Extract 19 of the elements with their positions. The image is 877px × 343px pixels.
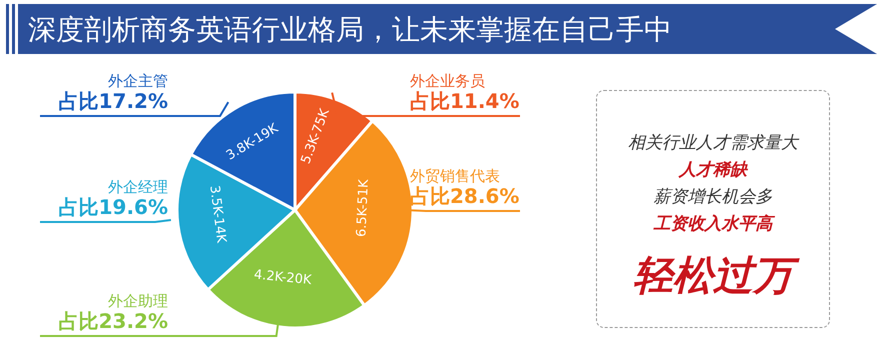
text: 薪资增长机会多 [652,186,774,209]
slice-label: 外贸销售代表 [410,166,500,185]
text: 工资收入水平高 [652,213,776,236]
text: 6.5K-51K [354,179,372,238]
chart-title: 深度剖析商务英语行业格局，让未来掌握在自己手中 [28,12,672,48]
text: 4.2K-20K [253,267,312,288]
text: 轻松过万 [632,252,801,301]
slice-label: 外企主管 [108,72,168,90]
data-label: 占比19.6% [58,195,168,220]
text: 相关行业人才需求量大 [627,132,800,155]
data-label: 占比11.4% [410,89,520,113]
slice-label: 外企助理 [108,292,168,310]
text: 人才稀缺 [678,159,749,182]
data-label: 占比28.6% [410,184,520,208]
text: 3.5K-14K [206,184,228,244]
slice-label: 外企经理 [108,178,168,196]
data-label: 占比23.2% [58,309,168,333]
data-label: 占比17.2% [58,89,168,113]
slice-label: 外企业务员 [410,72,485,90]
